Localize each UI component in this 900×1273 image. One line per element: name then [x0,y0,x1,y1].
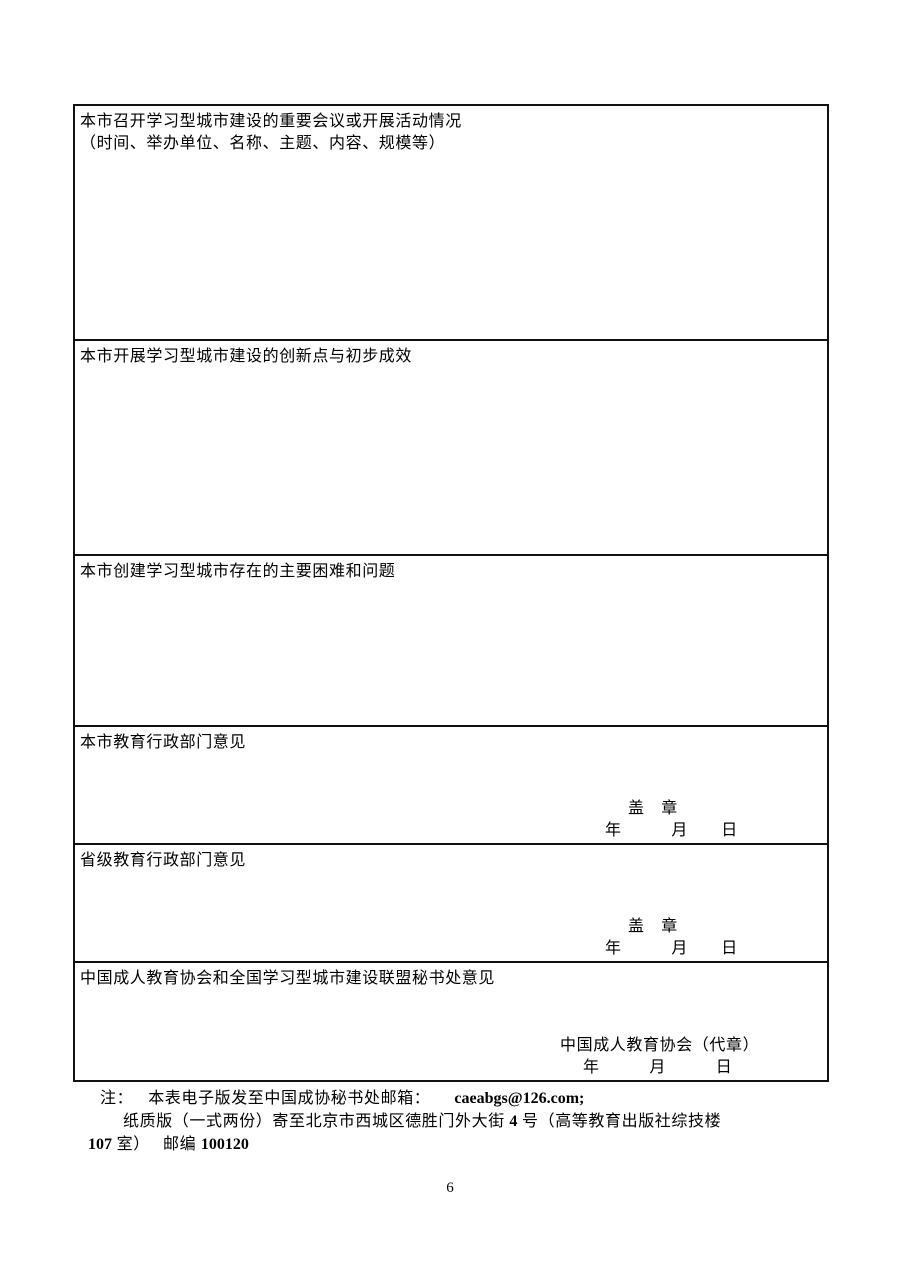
date-placeholder: 年 月 日 [605,822,738,839]
table-row-innovations: 本市开展学习型城市建设的创新点与初步成效 [75,341,827,556]
footnote-email: caeabgs@126.com; [454,1090,585,1107]
footnote-line-1: 注： 本表电子版发至中国成协秘书处邮箱： caeabgs@126.com; [0,1087,900,1110]
footnote: 注： 本表电子版发至中国成协秘书处邮箱： caeabgs@126.com; 纸质版（… [0,1087,900,1156]
row-label: 本市召开学习型城市建设的重要会议或开展活动情况 [80,113,462,130]
footnote-room-number: 107 [88,1136,112,1153]
footnote-line-2: 纸质版（一式两份）寄至北京市西城区德胜门外大街 4 号（高等教育出版社综技楼 [0,1110,900,1133]
row-label: 省级教育行政部门意见 [80,852,247,869]
footnote-line-3: 107 室） 邮编 100120 [0,1133,900,1156]
footnote-email-instruction: 本表电子版发至中国成协秘书处邮箱： [148,1090,431,1107]
row-label: 中国成人教育协会和全国学习型城市建设联盟秘书处意见 [80,970,496,987]
footnote-address-part2: 号（高等教育出版社综技楼 [517,1113,722,1130]
date-placeholder: 年 月 日 [605,940,738,957]
row-label: 本市创建学习型城市存在的主要困难和问题 [80,563,396,580]
table-row-provincial-education-opinion: 省级教育行政部门意见 盖 章 年 月 日 [75,845,827,963]
footnote-prefix: 注： [100,1090,134,1107]
table-row-city-education-opinion: 本市教育行政部门意见 盖 章 年 月 日 [75,727,827,845]
page-number: 6 [446,1180,454,1196]
form-table: 本市召开学习型城市建设的重要会议或开展活动情况 （时间、举办单位、名称、主题、内… [73,104,829,1082]
seal-organization: 中国成人教育协会（代章） [560,1037,760,1054]
footnote-postcode-label: 室） 邮编 [112,1136,201,1153]
table-row-meetings: 本市召开学习型城市建设的重要会议或开展活动情况 （时间、举办单位、名称、主题、内… [75,106,827,341]
date-placeholder: 年 月 日 [583,1059,733,1076]
seal-placeholder: 盖 章 [628,800,678,817]
footnote-address-part1: 纸质版（一式两份）寄至北京市西城区德胜门外大街 [123,1113,510,1130]
footnote-postcode: 100120 [200,1136,249,1153]
table-row-difficulties: 本市创建学习型城市存在的主要困难和问题 [75,556,827,727]
row-label: 本市教育行政部门意见 [80,734,247,751]
row-label: 本市开展学习型城市建设的创新点与初步成效 [80,348,413,365]
table-row-caea-secretariat-opinion: 中国成人教育协会和全国学习型城市建设联盟秘书处意见 中国成人教育协会（代章） 年… [75,963,827,1080]
seal-placeholder: 盖 章 [628,918,678,935]
footnote-street-number: 4 [509,1113,518,1130]
row-label-hint: （时间、举办单位、名称、主题、内容、规模等） [80,135,446,152]
